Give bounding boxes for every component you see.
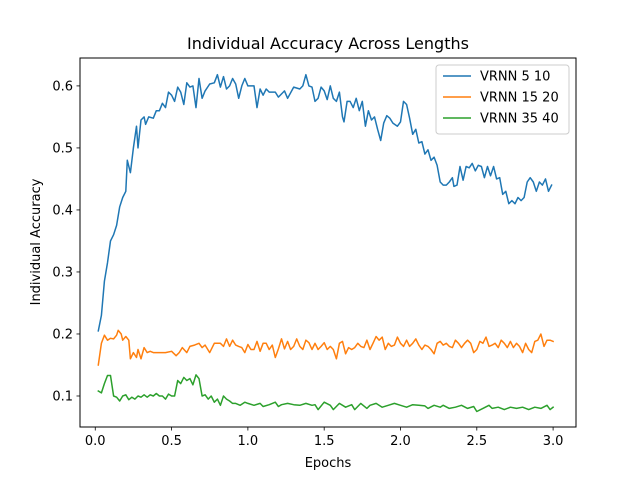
x-tick-label: 2.0 <box>390 434 411 449</box>
legend: VRNN 5 10 VRNN 15 20 VRNN 35 40 <box>435 64 570 135</box>
x-tick-label: 3.0 <box>543 434 564 449</box>
series-layer <box>97 73 555 413</box>
y-tick-label: 0.3 <box>52 265 73 280</box>
legend-box <box>435 64 570 135</box>
chart-title: Individual Accuracy Across Lengths <box>187 34 469 53</box>
axis-ticks: 0.0 0.5 1.0 1.5 2.0 2.5 3.0 0.1 0.2 0.3 0.4 0.5 0.6 <box>52 79 563 449</box>
legend-label-1: VRNN 5 10 <box>480 70 550 85</box>
x-tick-label: 1.5 <box>314 434 335 449</box>
series-line-2 <box>97 329 555 366</box>
legend-label-3: VRNN 35 40 <box>480 112 559 127</box>
y-tick-label: 0.4 <box>52 203 73 218</box>
plot-frame <box>79 57 577 428</box>
y-tick-label: 0.1 <box>52 389 73 404</box>
x-axis-label: Epochs <box>305 456 352 471</box>
series-line-3 <box>97 374 555 413</box>
y-tick-label: 0.5 <box>52 141 73 156</box>
y-axis-label: Individual Accuracy <box>29 178 44 305</box>
x-tick-label: 1.0 <box>238 434 259 449</box>
y-tick-label: 0.2 <box>52 327 73 342</box>
legend-label-2: VRNN 15 20 <box>480 91 559 106</box>
x-tick-label: 2.5 <box>466 434 487 449</box>
x-tick-label: 0.5 <box>161 434 182 449</box>
series-line-1 <box>97 73 553 332</box>
y-tick-label: 0.6 <box>52 79 73 94</box>
x-tick-label: 0.0 <box>85 434 106 449</box>
